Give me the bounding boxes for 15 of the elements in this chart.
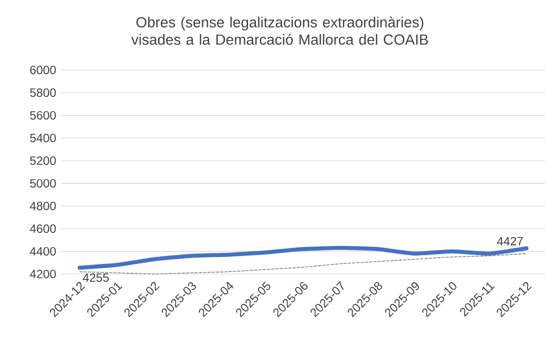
y-tick-label: 4800 bbox=[30, 202, 56, 210]
y-tick-label: 4400 bbox=[30, 247, 56, 256]
y-tick-label: 5600 bbox=[30, 111, 56, 120]
y-tick-label: 5800 bbox=[30, 88, 56, 97]
y-tick-label: 5200 bbox=[30, 156, 56, 165]
y-tick-label: 5400 bbox=[30, 134, 56, 142]
chart-title: Obres (sense legalitzacions extraordinàries) visades a la Demarcació Mallorca del COAIB bbox=[131, 16, 428, 45]
y-tick-label: 4600 bbox=[30, 224, 56, 233]
y-tick-label: 5000 bbox=[30, 179, 56, 188]
data-label: 4255 bbox=[82, 273, 109, 282]
data-label: 4427 bbox=[497, 236, 523, 246]
line-series bbox=[78, 246, 528, 270]
y-tick-label: 4200 bbox=[30, 270, 56, 278]
line-series bbox=[79, 253, 527, 274]
y-tick-label: 6000 bbox=[30, 66, 56, 74]
